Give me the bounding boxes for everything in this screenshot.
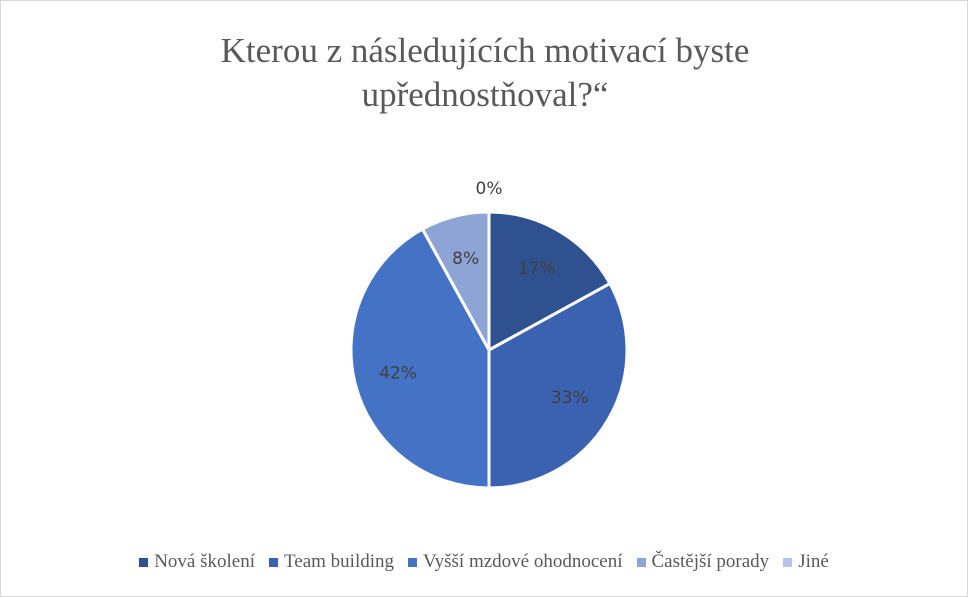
data-label: 0%	[476, 179, 503, 199]
legend-label: Team building	[284, 551, 395, 572]
legend-swatch	[636, 557, 646, 567]
pie-slice	[487, 210, 612, 352]
pie-slice	[349, 227, 491, 490]
data-label: 33%	[551, 388, 589, 408]
data-label: 8%	[452, 249, 479, 269]
legend-swatch	[269, 557, 278, 567]
chart-title: Kterou z následujících motivací byste up…	[220, 31, 750, 114]
data-label: 17%	[518, 259, 556, 279]
legend-item: Nová školení	[139, 551, 255, 573]
legend-swatch	[783, 557, 793, 567]
legend-swatch	[139, 557, 149, 567]
legend-label: Vyšší mzdové ohodnocení	[423, 551, 623, 572]
legend-label: Častější porady	[651, 551, 770, 572]
legend-item: Team building	[269, 551, 394, 573]
legend-item: Častější porady	[636, 551, 770, 573]
legend-label: Jiné	[798, 551, 829, 572]
legend-item: Vyšší mzdové ohodnocení	[408, 551, 623, 573]
legend-swatch	[408, 557, 418, 567]
data-label: 42%	[379, 363, 417, 383]
legend: Nová školení Team building Vyšší mzdové oh…	[1, 551, 967, 573]
legend-item: Jiné	[783, 551, 829, 573]
pie-slice	[487, 282, 629, 490]
legend-label: Nová školení	[154, 551, 255, 572]
